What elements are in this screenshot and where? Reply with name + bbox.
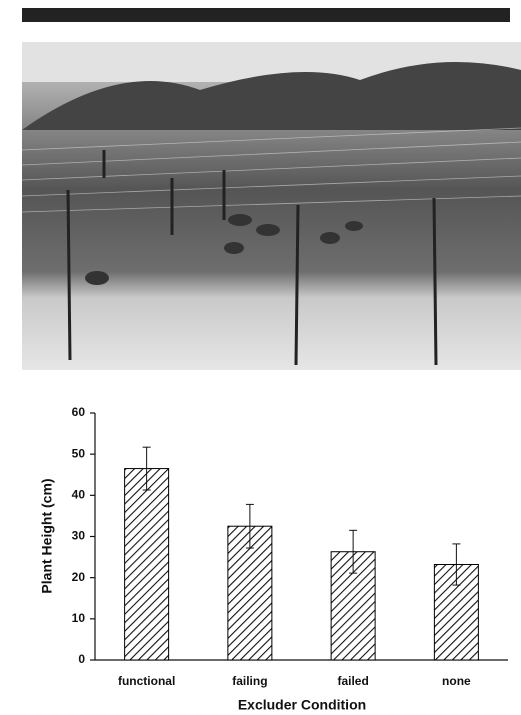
y-tick-label: 30 [72,529,86,543]
photo [21,42,521,370]
y-tick-label: 0 [78,652,85,666]
x-tick-label: none [442,674,471,688]
y-tick-label: 40 [72,488,86,502]
x-axis-title: Excluder Condition [238,697,366,713]
x-tick-label: failing [232,674,267,688]
x-tick-label: failed [337,674,368,688]
y-axis-title: Plant Height (cm) [39,478,55,593]
y-tick-label: 20 [72,570,86,584]
x-tick-label: functional [118,674,175,688]
bar [124,468,170,661]
y-tick-label: 10 [72,611,86,625]
header-bar [22,8,510,22]
y-tick-label: 50 [72,446,86,460]
y-tick-label: 60 [72,405,86,419]
